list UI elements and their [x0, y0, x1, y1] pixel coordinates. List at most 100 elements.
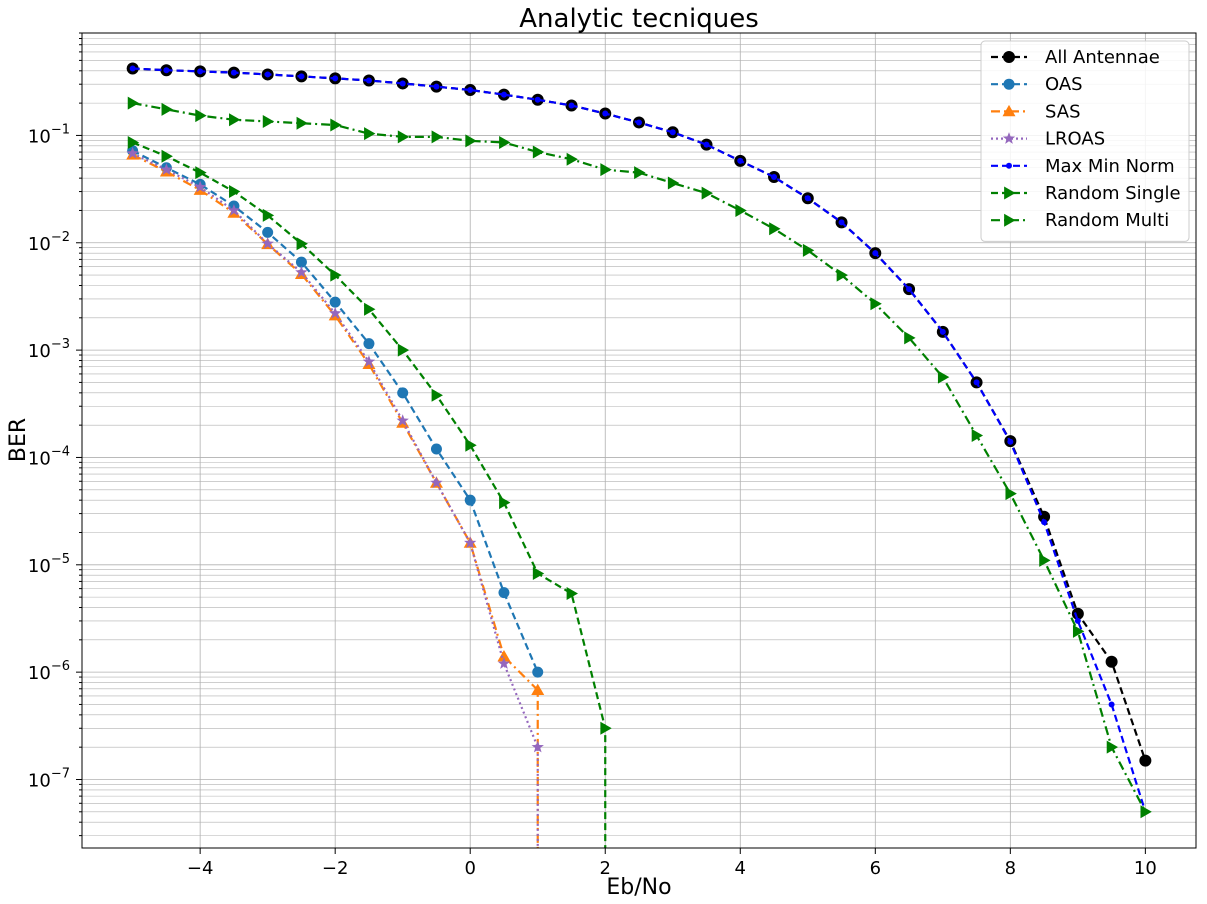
- legend-label: Random Single: [1045, 183, 1181, 204]
- legend-label: Max Min Norm: [1045, 156, 1175, 177]
- data-point: [836, 268, 849, 282]
- data-point: [1007, 438, 1014, 445]
- data-point: [362, 355, 376, 367]
- x-tick-label: 2: [600, 858, 611, 879]
- x-tick-label: −4: [187, 858, 214, 879]
- legend-label: Random Multi: [1045, 210, 1169, 231]
- data-point: [197, 68, 204, 75]
- data-point: [602, 110, 609, 117]
- data-point: [262, 208, 275, 222]
- ticks: −4 −2 0 2 4 6 8 10 10−7 10−6 10−5 10−4 10−3 10−2 10−1: [28, 32, 1157, 879]
- data-point: [532, 145, 545, 159]
- data-point: [937, 370, 950, 384]
- data-point: [465, 438, 477, 452]
- data-point: [399, 80, 406, 87]
- data-point: [160, 163, 173, 175]
- data-point: [397, 387, 409, 399]
- data-point: [431, 130, 443, 144]
- data-point: [904, 331, 916, 345]
- data-point: [397, 343, 410, 357]
- series-5: [127, 135, 612, 848]
- data-point: [769, 222, 781, 236]
- x-tick-label: 10: [1134, 858, 1157, 879]
- y-axis-label: BER: [6, 418, 31, 462]
- data-point: [467, 86, 474, 93]
- data-point: [1005, 487, 1017, 501]
- data-point: [1074, 617, 1081, 624]
- data-point: [532, 666, 544, 678]
- legend-marker: [1006, 162, 1012, 169]
- data-point: [296, 116, 308, 130]
- data-point: [737, 157, 744, 164]
- data-point: [163, 67, 170, 74]
- data-point: [802, 243, 815, 257]
- data-point: [230, 69, 237, 76]
- data-point: [1039, 553, 1051, 567]
- data-point: [600, 163, 612, 177]
- data-point: [433, 83, 440, 90]
- data-point: [261, 237, 274, 249]
- legend-entry: All Antennae: [991, 47, 1160, 68]
- data-point: [296, 237, 308, 251]
- data-point: [264, 71, 271, 78]
- x-tick-label: −2: [322, 858, 349, 879]
- data-point: [1108, 701, 1115, 708]
- legend-label: OAS: [1045, 74, 1083, 95]
- data-point: [872, 250, 879, 257]
- data-point: [566, 152, 578, 166]
- y-tick-label: 10−7: [28, 766, 70, 791]
- series-line: [132, 141, 607, 848]
- legend-entry: SAS: [991, 101, 1081, 122]
- legend-box: [980, 40, 1190, 242]
- y-tick-label: 10−3: [28, 337, 70, 362]
- data-point: [127, 96, 140, 110]
- legend-label: SAS: [1045, 101, 1081, 122]
- data-point: [430, 443, 442, 455]
- data-point: [939, 328, 946, 335]
- data-point: [227, 203, 241, 216]
- data-point: [1139, 754, 1152, 767]
- data-point: [1041, 519, 1048, 526]
- legend-marker: [1003, 51, 1015, 63]
- data-point: [332, 75, 339, 82]
- data-point: [129, 65, 136, 72]
- data-point: [971, 429, 984, 443]
- data-point: [161, 102, 173, 116]
- data-point: [703, 141, 710, 148]
- data-point: [634, 166, 646, 180]
- data-point: [330, 268, 342, 282]
- x-tick-label: 0: [464, 858, 475, 879]
- data-point: [566, 587, 578, 601]
- data-point: [1105, 655, 1118, 668]
- legend-entry: Random Single: [991, 183, 1181, 204]
- data-point: [497, 657, 511, 669]
- data-point: [396, 414, 409, 426]
- series-line: [132, 152, 539, 848]
- data-point: [262, 226, 274, 238]
- data-point: [1072, 624, 1085, 638]
- data-point: [193, 180, 207, 193]
- legend-marker: [1002, 104, 1016, 117]
- data-point: [295, 265, 308, 278]
- data-point: [906, 286, 913, 293]
- data-point: [667, 176, 680, 190]
- data-point: [329, 306, 342, 319]
- x-tick-label: 4: [735, 858, 746, 879]
- data-point: [1140, 805, 1152, 819]
- data-point: [771, 173, 778, 180]
- data-point: [870, 297, 882, 311]
- data-point: [430, 476, 443, 489]
- data-point: [464, 536, 477, 549]
- data-point: [531, 740, 544, 753]
- data-point: [500, 91, 507, 98]
- x-tick-label: 6: [870, 858, 881, 879]
- data-point: [464, 494, 476, 506]
- data-point: [195, 109, 207, 123]
- data-point: [295, 256, 307, 268]
- data-point: [534, 96, 541, 103]
- data-point: [298, 73, 305, 80]
- data-point: [330, 118, 342, 132]
- y-tick-label: 10−4: [28, 444, 70, 469]
- data-point: [229, 185, 241, 199]
